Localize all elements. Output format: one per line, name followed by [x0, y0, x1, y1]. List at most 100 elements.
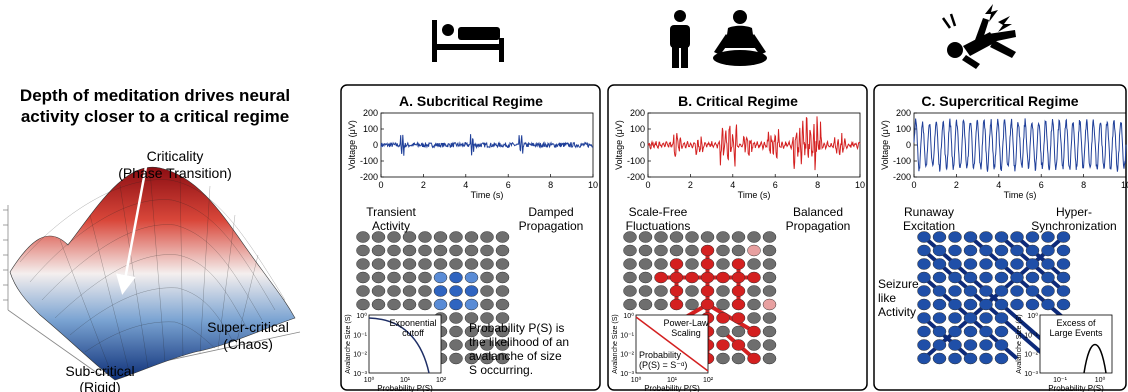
neuron-node — [387, 231, 401, 243]
neuron-node — [932, 285, 947, 297]
x-tick-label: 6 — [773, 180, 778, 190]
label-left-2: Fluctuations — [626, 219, 691, 233]
neuron-node — [1056, 258, 1071, 270]
neuron-grid — [623, 231, 777, 365]
neuron-node — [716, 271, 730, 284]
neuron-node — [700, 271, 715, 284]
x-tick-label: 2 — [954, 180, 959, 190]
y-axis-label: Voltage (μV) — [880, 120, 890, 170]
cascade-branch — [706, 302, 756, 334]
neuron-node — [716, 325, 730, 338]
neuron-node — [963, 298, 978, 311]
neuron-node — [433, 298, 448, 311]
neuron-node — [963, 312, 978, 324]
x-axis-label: Time (s) — [471, 190, 504, 200]
inset-y-tick: 10⁻¹ — [620, 332, 634, 339]
neuron-node — [418, 271, 432, 284]
neuron-node — [747, 258, 761, 270]
neuron-node — [948, 285, 962, 297]
neuron-node — [480, 231, 494, 243]
neuron-node — [948, 258, 962, 270]
neuron-node — [700, 258, 715, 270]
voltage-trace-line — [647, 116, 861, 171]
neuron-node — [495, 258, 510, 270]
neuron-node — [747, 339, 761, 351]
headline-line-2: activity closer to a critical regime — [21, 107, 289, 126]
inset-frame — [368, 314, 442, 374]
inset-formula-2: (P(S) = S⁻ᵅ) — [639, 360, 687, 370]
neuron-node — [979, 271, 993, 284]
inset-curve — [1083, 343, 1107, 374]
neuron-node — [623, 298, 637, 311]
y-tick-label: 0 — [373, 140, 378, 150]
inset-x-label: Probability P(S) — [1048, 384, 1104, 392]
neuron-node — [917, 285, 931, 297]
note-line-4: S occurring. — [469, 363, 533, 377]
neuron-node — [623, 231, 637, 243]
neuron-node — [402, 244, 417, 257]
neuron-node — [356, 285, 370, 297]
neuron-node — [669, 258, 684, 270]
inset-y-tick: 10⁻² — [620, 352, 634, 359]
neuron-node — [356, 258, 370, 270]
inset-x-tick: 10¹ — [667, 377, 678, 384]
neuron-node — [762, 325, 777, 338]
neuron-node — [932, 231, 947, 243]
neuron-node — [917, 339, 931, 351]
x-tick-label: 6 — [506, 180, 511, 190]
neuron-grid — [356, 231, 510, 365]
note-line-3: avalanche of size — [469, 349, 562, 363]
label-right-1: Damped — [528, 205, 573, 219]
criticality-label: Criticality — [147, 148, 204, 164]
neuron-node — [464, 312, 479, 324]
neuron-node — [979, 244, 993, 257]
neuron-node — [747, 271, 761, 284]
neuron-node — [495, 271, 510, 284]
seizure-icon — [941, 4, 1016, 69]
neuron-node — [948, 298, 962, 311]
neuron-node — [994, 258, 1009, 270]
y-axis-label: Voltage (μV) — [347, 120, 357, 170]
inset-x-label: Probability P(S) — [644, 384, 700, 392]
neuron-node — [948, 231, 962, 243]
neuron-node — [623, 244, 637, 257]
neuron-node — [932, 258, 947, 270]
neuron-node — [654, 298, 668, 311]
neuron-node — [932, 312, 947, 324]
neuron-node — [449, 352, 463, 365]
neuron-node — [917, 244, 931, 257]
label-right-1: Hyper- — [1056, 205, 1092, 219]
neuron-node — [731, 298, 746, 311]
x-tick-label: 8 — [1081, 180, 1086, 190]
y-tick-label: 0 — [906, 140, 911, 150]
label-right-2: Propagation — [786, 219, 851, 233]
label-right-2: Synchronization — [1031, 219, 1116, 233]
x-tick-label: 6 — [1039, 180, 1044, 190]
neuron-node — [1025, 271, 1040, 284]
neuron-node — [1025, 258, 1040, 270]
neuron-node — [654, 285, 668, 297]
neuron-node — [638, 231, 653, 243]
neuron-node — [449, 231, 463, 243]
neuron-node — [1041, 231, 1055, 243]
neuron-node — [1041, 271, 1055, 284]
neuron-node — [716, 312, 730, 324]
neuron-node — [932, 298, 947, 311]
neuron-node — [464, 258, 479, 270]
neuron-node — [387, 298, 401, 311]
neuron-node — [747, 352, 761, 365]
neuron-node — [449, 339, 463, 351]
neuron-node — [356, 271, 370, 284]
neuron-node — [433, 231, 448, 243]
neuron-node — [994, 325, 1009, 338]
neuron-node — [1010, 298, 1024, 311]
phase-arrow — [115, 133, 162, 295]
x-tick-label: 0 — [378, 180, 383, 190]
standing-person-icon — [670, 10, 690, 68]
neuron-node — [762, 285, 777, 297]
neuron-node — [402, 258, 417, 270]
neuron-node — [495, 312, 510, 324]
